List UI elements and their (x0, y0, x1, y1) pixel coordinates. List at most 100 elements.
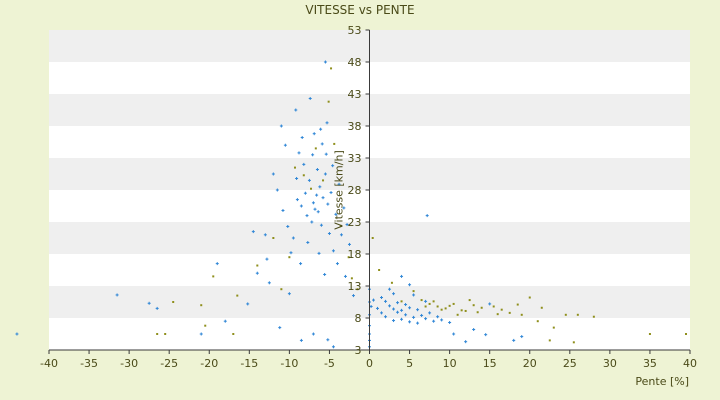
data-point (331, 249, 335, 253)
data-point (315, 193, 319, 197)
data-point (416, 321, 420, 325)
y-tick-label: 13 (348, 280, 362, 293)
data-point (327, 232, 331, 236)
x-tick-label: -40 (40, 357, 58, 370)
data-point (300, 136, 304, 140)
data-point (263, 233, 267, 237)
y-tick-label: 43 (348, 88, 362, 101)
data-point (251, 230, 255, 234)
data-point (428, 311, 432, 315)
data-point (172, 301, 175, 303)
x-tick-label: 25 (563, 357, 577, 370)
data-point (380, 311, 384, 315)
data-point (390, 281, 393, 284)
data-point (272, 237, 275, 239)
data-point (333, 142, 336, 145)
x-tick-label: 10 (443, 357, 457, 370)
data-point (326, 338, 330, 342)
data-point (472, 328, 476, 332)
data-point (302, 162, 306, 166)
data-point (286, 224, 290, 228)
data-point (376, 306, 380, 310)
data-point (343, 274, 347, 278)
data-point (412, 290, 415, 293)
data-point (400, 308, 404, 312)
data-point (212, 275, 215, 278)
data-point (310, 187, 313, 190)
data-point (306, 240, 310, 244)
data-point (323, 272, 327, 276)
data-point (508, 311, 511, 314)
data-point (339, 224, 342, 227)
y-tick-label: 3 (355, 344, 362, 357)
data-point (326, 202, 330, 206)
data-point (416, 308, 420, 312)
data-point (444, 307, 447, 310)
data-point (291, 236, 295, 240)
data-point (424, 299, 428, 303)
data-point (408, 320, 412, 324)
data-point (311, 201, 315, 205)
data-point (329, 191, 333, 195)
data-point (408, 283, 412, 287)
data-point (308, 96, 312, 100)
data-point (339, 233, 343, 237)
data-point (351, 294, 355, 298)
data-point (319, 127, 323, 131)
data-point (400, 300, 403, 303)
data-point (552, 326, 555, 329)
y-tick-label: 18 (348, 248, 362, 261)
data-point (472, 304, 475, 307)
data-point (468, 299, 471, 302)
data-point (356, 288, 359, 291)
y-tick-label: 33 (348, 152, 362, 165)
data-point (275, 188, 279, 192)
chart-title: VITESSE vs PENTE (305, 3, 414, 17)
data-point (246, 302, 250, 306)
data-point (347, 242, 351, 246)
data-point (500, 308, 503, 311)
data-point (492, 305, 495, 308)
data-point (232, 333, 235, 335)
data-point (371, 237, 374, 239)
data-point (317, 251, 321, 255)
data-point (347, 256, 350, 259)
data-point (378, 269, 381, 271)
data-point (400, 317, 404, 321)
data-point (476, 311, 479, 314)
x-tick-label: 35 (643, 357, 657, 370)
data-point (420, 299, 423, 302)
data-point (204, 324, 207, 327)
data-point (322, 179, 325, 182)
data-point (331, 345, 335, 349)
data-point (350, 277, 353, 280)
data-point (452, 332, 456, 336)
data-point (380, 296, 384, 300)
x-tick-label: 30 (603, 357, 617, 370)
data-point (345, 223, 349, 227)
data-point (325, 121, 329, 125)
x-tick-label: -15 (240, 357, 258, 370)
data-point (369, 304, 373, 308)
data-point (283, 143, 287, 147)
data-point (396, 310, 400, 314)
data-point (265, 257, 269, 261)
data-point (440, 318, 444, 322)
data-point (324, 152, 328, 156)
data-point (303, 191, 307, 195)
data-point (384, 299, 388, 303)
y-tick-label: 48 (348, 56, 362, 69)
data-point (460, 309, 463, 312)
data-point (334, 212, 338, 216)
data-point (289, 251, 293, 255)
data-point (520, 335, 524, 339)
data-point (400, 274, 404, 278)
data-point (302, 174, 305, 177)
data-point (484, 333, 488, 337)
data-point (456, 313, 459, 316)
x-tick-label: 40 (683, 357, 697, 370)
data-point (440, 308, 443, 311)
data-point (318, 185, 322, 189)
y-tick-label: 38 (348, 120, 362, 133)
